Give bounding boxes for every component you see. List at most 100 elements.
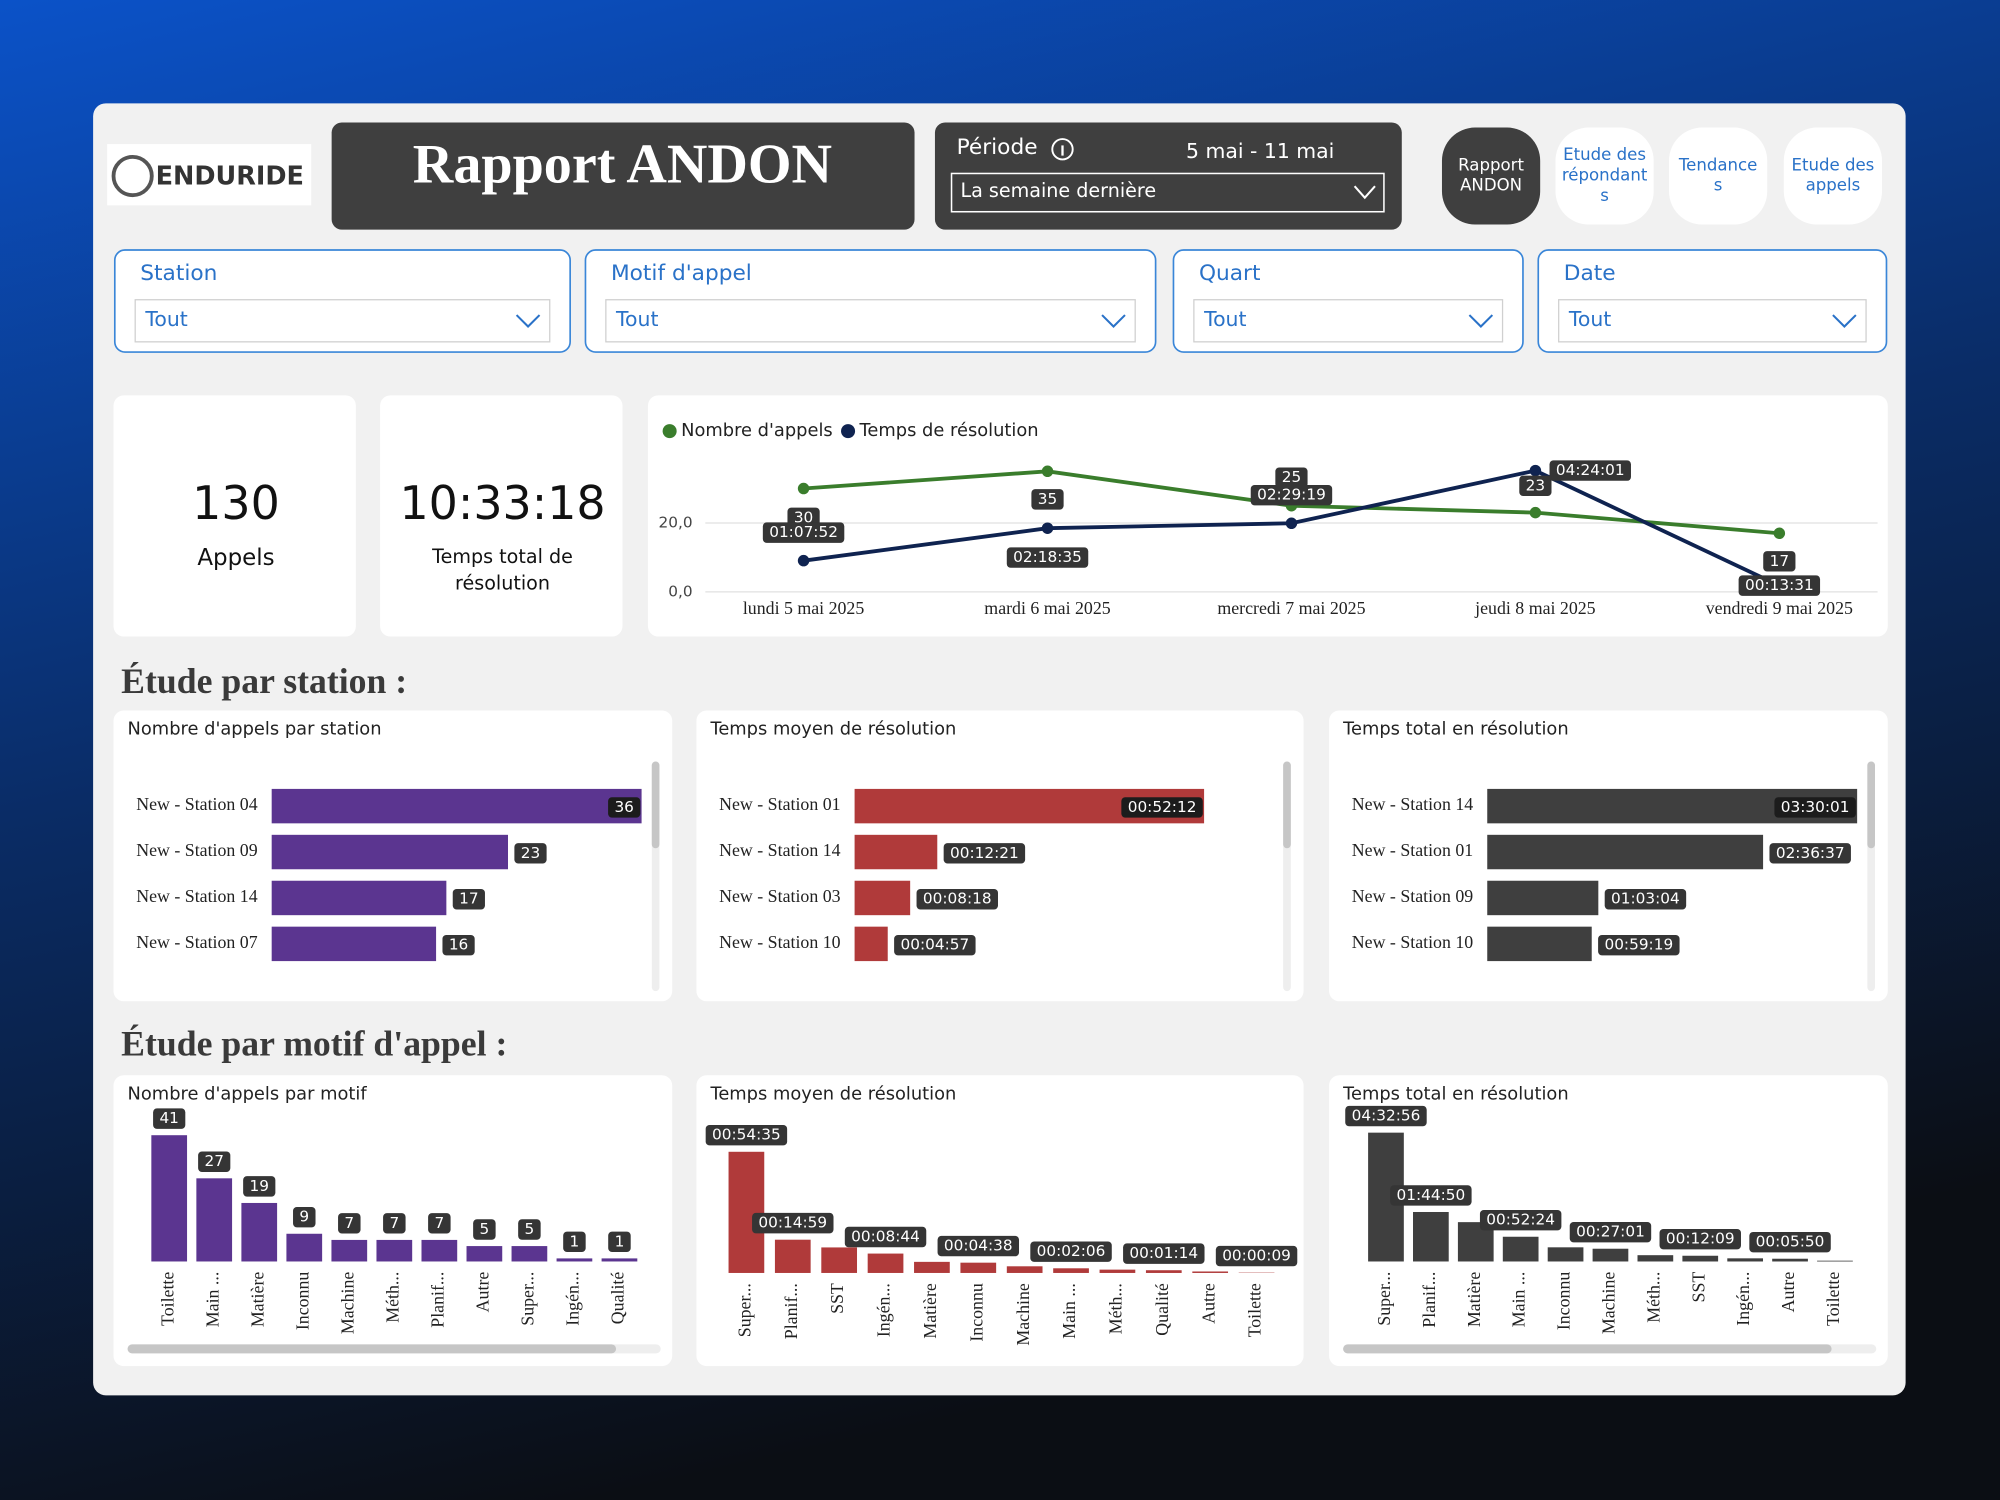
scroll-thumb[interactable] (1867, 761, 1875, 849)
category-label: SST (827, 1283, 847, 1314)
bar (728, 1151, 765, 1273)
chart-title: Temps total en résolution (1342, 1083, 1569, 1104)
filter-dropdown[interactable] (134, 299, 551, 343)
legend-marker (841, 424, 856, 439)
nav-label: Etude des (1791, 155, 1874, 174)
data-label: 00:04:38 (944, 1237, 1013, 1255)
category-label: New - Station 10 (1352, 932, 1473, 952)
page-title: Rapport ANDON (413, 134, 832, 196)
data-label-box (705, 1125, 788, 1146)
bar (466, 1246, 503, 1262)
data-label-box (518, 1219, 541, 1240)
x-tick-label: jeudi 8 mai 2025 (1474, 598, 1596, 618)
data-label-box (1738, 575, 1821, 596)
data-label: 00:08:18 (923, 890, 992, 908)
data-label-box (198, 1151, 231, 1172)
bar (241, 1202, 278, 1262)
data-label: 7 (434, 1214, 444, 1232)
bar (1099, 1269, 1136, 1273)
nav-button[interactable] (1555, 127, 1654, 225)
bar (960, 1262, 997, 1273)
nav-label: Rapport (1458, 155, 1524, 174)
data-label-box (1763, 551, 1796, 572)
filter-value: Tout (1203, 307, 1246, 331)
nav-label: Etude des (1563, 145, 1646, 164)
data-label-box (916, 889, 998, 910)
data-label-box (428, 1213, 451, 1234)
data-label-box (1250, 485, 1333, 506)
bar (271, 834, 509, 870)
title-box (331, 122, 915, 230)
chart-title: Nombre d'appels par motif (128, 1083, 368, 1104)
data-label-box (1769, 843, 1851, 864)
category-label: Ingén... (563, 1272, 583, 1326)
kpi-label: Temps total de (431, 545, 573, 568)
data-label: 01:03:04 (1611, 890, 1680, 908)
kpi-label: Appels (197, 545, 274, 571)
category-label: Toilette (1823, 1272, 1843, 1326)
x-tick-label: mercredi 7 mai 2025 (1217, 598, 1365, 618)
y-tick-label: 20,0 (659, 513, 693, 531)
x-tick-label: mardi 6 mai 2025 (984, 598, 1110, 618)
scroll-thumb[interactable] (1343, 1344, 1832, 1354)
data-label-box (452, 889, 485, 910)
category-label: Inconnu (966, 1283, 986, 1342)
series-point (797, 482, 810, 495)
bar (854, 834, 938, 870)
filter-dropdown[interactable] (605, 299, 1136, 343)
info-icon[interactable] (1051, 138, 1074, 161)
data-label-box (153, 1108, 186, 1129)
bar (271, 880, 447, 916)
data-label: 27 (204, 1152, 223, 1170)
bar (821, 1247, 858, 1273)
category-label: Autre (1198, 1283, 1218, 1324)
filter-dropdown[interactable] (1558, 299, 1867, 343)
filter-value: Tout (144, 307, 187, 331)
scroll-thumb[interactable] (651, 761, 660, 849)
bar (774, 1239, 811, 1273)
kpi-card (380, 395, 623, 637)
x-tick-label: vendredi 9 mai 2025 (1706, 598, 1853, 618)
category-label: Méth... (382, 1272, 402, 1323)
data-label: 30 (794, 508, 813, 526)
data-label-box (1749, 1231, 1831, 1253)
bar (601, 1258, 638, 1262)
data-label-box (1479, 1209, 1562, 1231)
category-label: Méth... (1106, 1283, 1126, 1334)
data-label: 01:44:50 (1397, 1186, 1466, 1204)
bar (1006, 1266, 1043, 1273)
section-heading: Étude par motif d'appel : (121, 1023, 507, 1063)
nav-button[interactable] (1441, 127, 1541, 225)
category-label: New - Station 14 (1352, 794, 1473, 814)
scroll-thumb[interactable] (1283, 761, 1291, 849)
bar (1192, 1271, 1229, 1273)
kpi-value: 130 (192, 476, 280, 530)
data-label: 16 (449, 936, 468, 954)
data-label: 7 (344, 1214, 354, 1232)
chart-title: Temps moyen de résolution (709, 719, 956, 740)
nav-button[interactable] (1669, 127, 1768, 225)
data-label: 1 (615, 1232, 625, 1250)
data-label-box (1549, 460, 1631, 481)
bar (376, 1239, 413, 1262)
nav-button[interactable] (1783, 127, 1883, 225)
period-dropdown[interactable] (950, 172, 1385, 213)
series-point (1773, 527, 1786, 540)
data-label: 35 (1038, 490, 1057, 508)
scroll-thumb[interactable] (127, 1344, 617, 1354)
category-label: Autre (472, 1272, 492, 1313)
bar (1487, 880, 1599, 916)
bar (271, 926, 437, 962)
filter-dropdown[interactable] (1193, 299, 1504, 343)
category-label: Main ... (202, 1272, 222, 1328)
logo-mark (111, 154, 154, 198)
series-point (1529, 464, 1542, 477)
chart-title: Nombre d'appels par station (128, 719, 382, 740)
bar (286, 1233, 323, 1262)
data-label-box (338, 1213, 361, 1234)
category-label: Matière (920, 1283, 940, 1339)
section-heading: Étude par station : (121, 661, 407, 701)
data-label: 00:59:19 (1604, 936, 1673, 954)
series-point (797, 554, 810, 567)
